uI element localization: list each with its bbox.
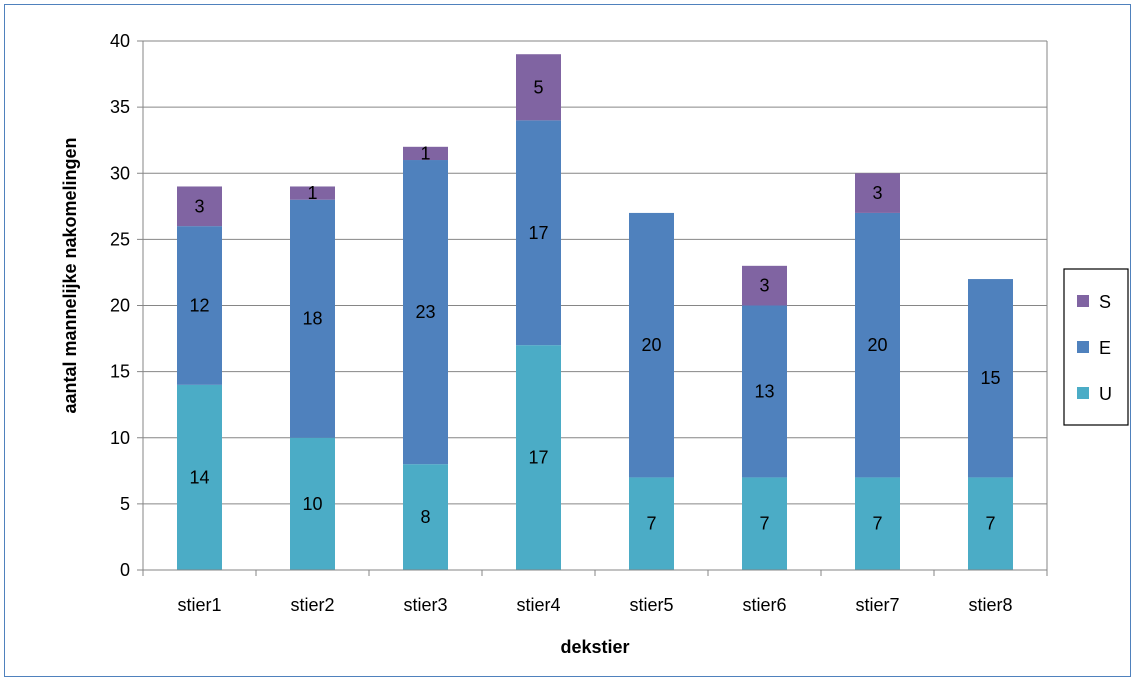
bar-segment-e	[629, 212, 674, 478]
bar-segment-s	[290, 186, 335, 200]
data-label: 18	[302, 309, 322, 329]
legend-box	[1063, 268, 1129, 426]
y-tick-label: 30	[110, 163, 130, 183]
bar-segment-e	[290, 199, 335, 438]
legend-label-u: U	[1099, 384, 1112, 404]
x-tick-label: stier4	[516, 595, 560, 615]
bar-segment-u	[855, 477, 900, 570]
legend-swatch-e	[1077, 341, 1089, 353]
data-label: 7	[872, 514, 882, 534]
data-label: 1	[307, 183, 317, 203]
data-label: 12	[189, 296, 209, 316]
data-label: 7	[646, 514, 656, 534]
bar-segment-e	[855, 212, 900, 478]
bar-segment-e	[177, 226, 222, 385]
y-tick-label: 10	[110, 428, 130, 448]
data-label: 20	[867, 335, 887, 355]
data-label: 23	[415, 302, 435, 322]
data-label: 7	[985, 514, 995, 534]
data-label: 1	[420, 143, 430, 163]
y-tick-label: 20	[110, 296, 130, 316]
bar-segment-e	[403, 160, 448, 465]
bar-segment-s	[742, 265, 787, 306]
bar-segment-s	[177, 186, 222, 227]
data-label: 5	[533, 77, 543, 97]
y-tick-label: 0	[120, 560, 130, 580]
data-label: 20	[641, 335, 661, 355]
legend-swatch-u	[1077, 387, 1089, 399]
bar-segment-e	[968, 279, 1013, 478]
data-label: 13	[754, 381, 774, 401]
y-tick-label: 15	[110, 362, 130, 382]
y-tick-label: 40	[110, 31, 130, 51]
bar-segment-s	[516, 54, 561, 121]
x-tick-label: stier8	[968, 595, 1012, 615]
data-label: 17	[528, 223, 548, 243]
y-tick-label: 35	[110, 97, 130, 117]
x-tick-label: stier7	[855, 595, 899, 615]
bar-segment-e	[516, 120, 561, 346]
data-label: 15	[980, 368, 1000, 388]
bar-segment-u	[629, 477, 674, 570]
y-tick-label: 25	[110, 229, 130, 249]
bar-segment-s	[403, 146, 448, 161]
bar-segment-u	[742, 477, 787, 570]
bar-segment-u	[290, 437, 335, 570]
x-tick-label: stier1	[177, 595, 221, 615]
legend-label-s: S	[1099, 292, 1111, 312]
y-axis-title: aantal mannelijke nakomelingen	[60, 137, 80, 413]
bar-segment-u	[968, 477, 1013, 570]
x-axis-title: dekstier	[560, 637, 629, 657]
bar-segment-e	[742, 305, 787, 478]
legend-label-e: E	[1099, 338, 1111, 358]
data-label: 3	[759, 276, 769, 296]
data-label: 3	[872, 183, 882, 203]
bar-segment-u	[403, 464, 448, 570]
data-label: 17	[528, 448, 548, 468]
data-label: 14	[189, 467, 209, 487]
x-tick-label: stier6	[742, 595, 786, 615]
legend-swatch-s	[1077, 295, 1089, 307]
x-tick-label: stier5	[629, 595, 673, 615]
data-label: 3	[194, 196, 204, 216]
bar-segment-u	[516, 345, 561, 570]
bar-segment-s	[855, 173, 900, 213]
data-label: 8	[420, 507, 430, 527]
x-tick-label: stier2	[290, 595, 334, 615]
bar-segment-u	[177, 384, 222, 570]
y-tick-label: 5	[120, 494, 130, 514]
x-tick-label: stier3	[403, 595, 447, 615]
data-label: 7	[759, 514, 769, 534]
data-label: 10	[302, 494, 322, 514]
